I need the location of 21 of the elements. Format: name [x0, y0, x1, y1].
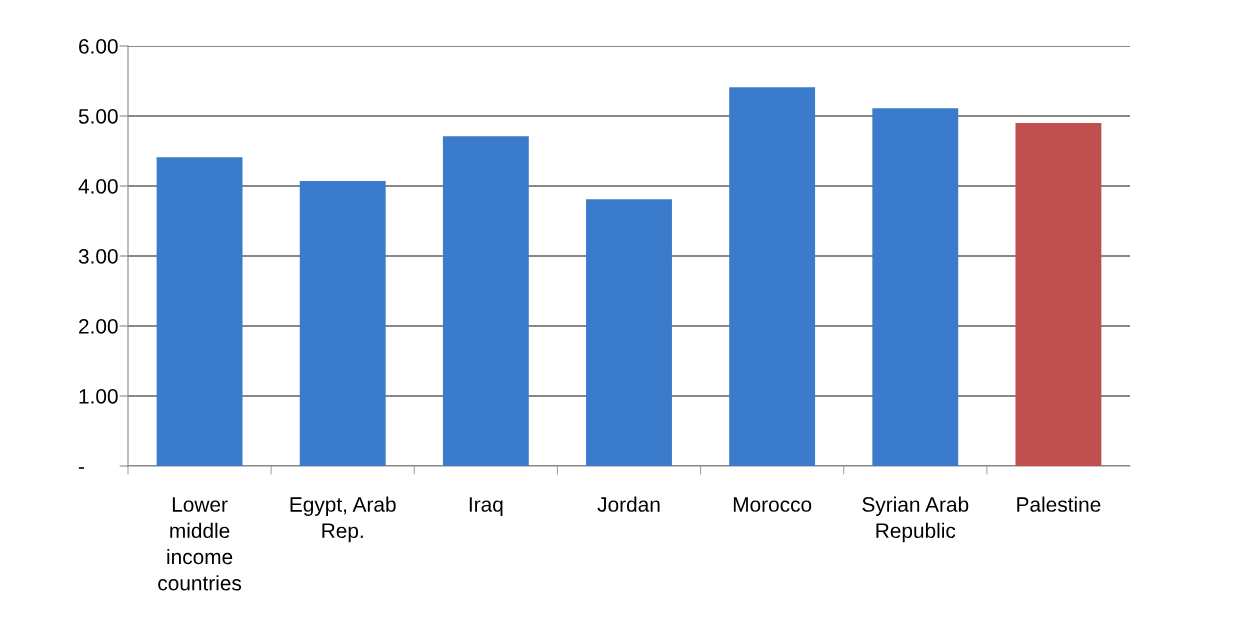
x-tick-label: Lower middle income countries [158, 497, 242, 591]
x-tick-label: Jordan [597, 496, 660, 512]
x-tick-label: Iraq [469, 497, 503, 516]
y-tick-label: 3.00 [78, 249, 118, 264]
y-tick-label: 5.00 [78, 109, 118, 124]
bar [442, 136, 529, 466]
bar [586, 199, 672, 466]
x-tick-label: Syrian Arab Republic [862, 496, 969, 543]
bar [299, 181, 386, 466]
x-tick-label: Palestine [1017, 496, 1101, 512]
bar [156, 157, 243, 466]
bar [1015, 123, 1102, 466]
bar [729, 87, 816, 466]
y-tick-label: 2.00 [79, 319, 118, 334]
y-tick-label: - [78, 467, 85, 469]
y-tick-label: 1.00 [79, 389, 118, 404]
x-tick-label: Morocco [733, 497, 812, 512]
y-tick-label: 4.00 [78, 179, 118, 194]
y-tick-label: 6.00 [79, 39, 118, 54]
bar [872, 108, 959, 466]
x-tick-label: Egypt, Arab Rep. [290, 496, 396, 543]
